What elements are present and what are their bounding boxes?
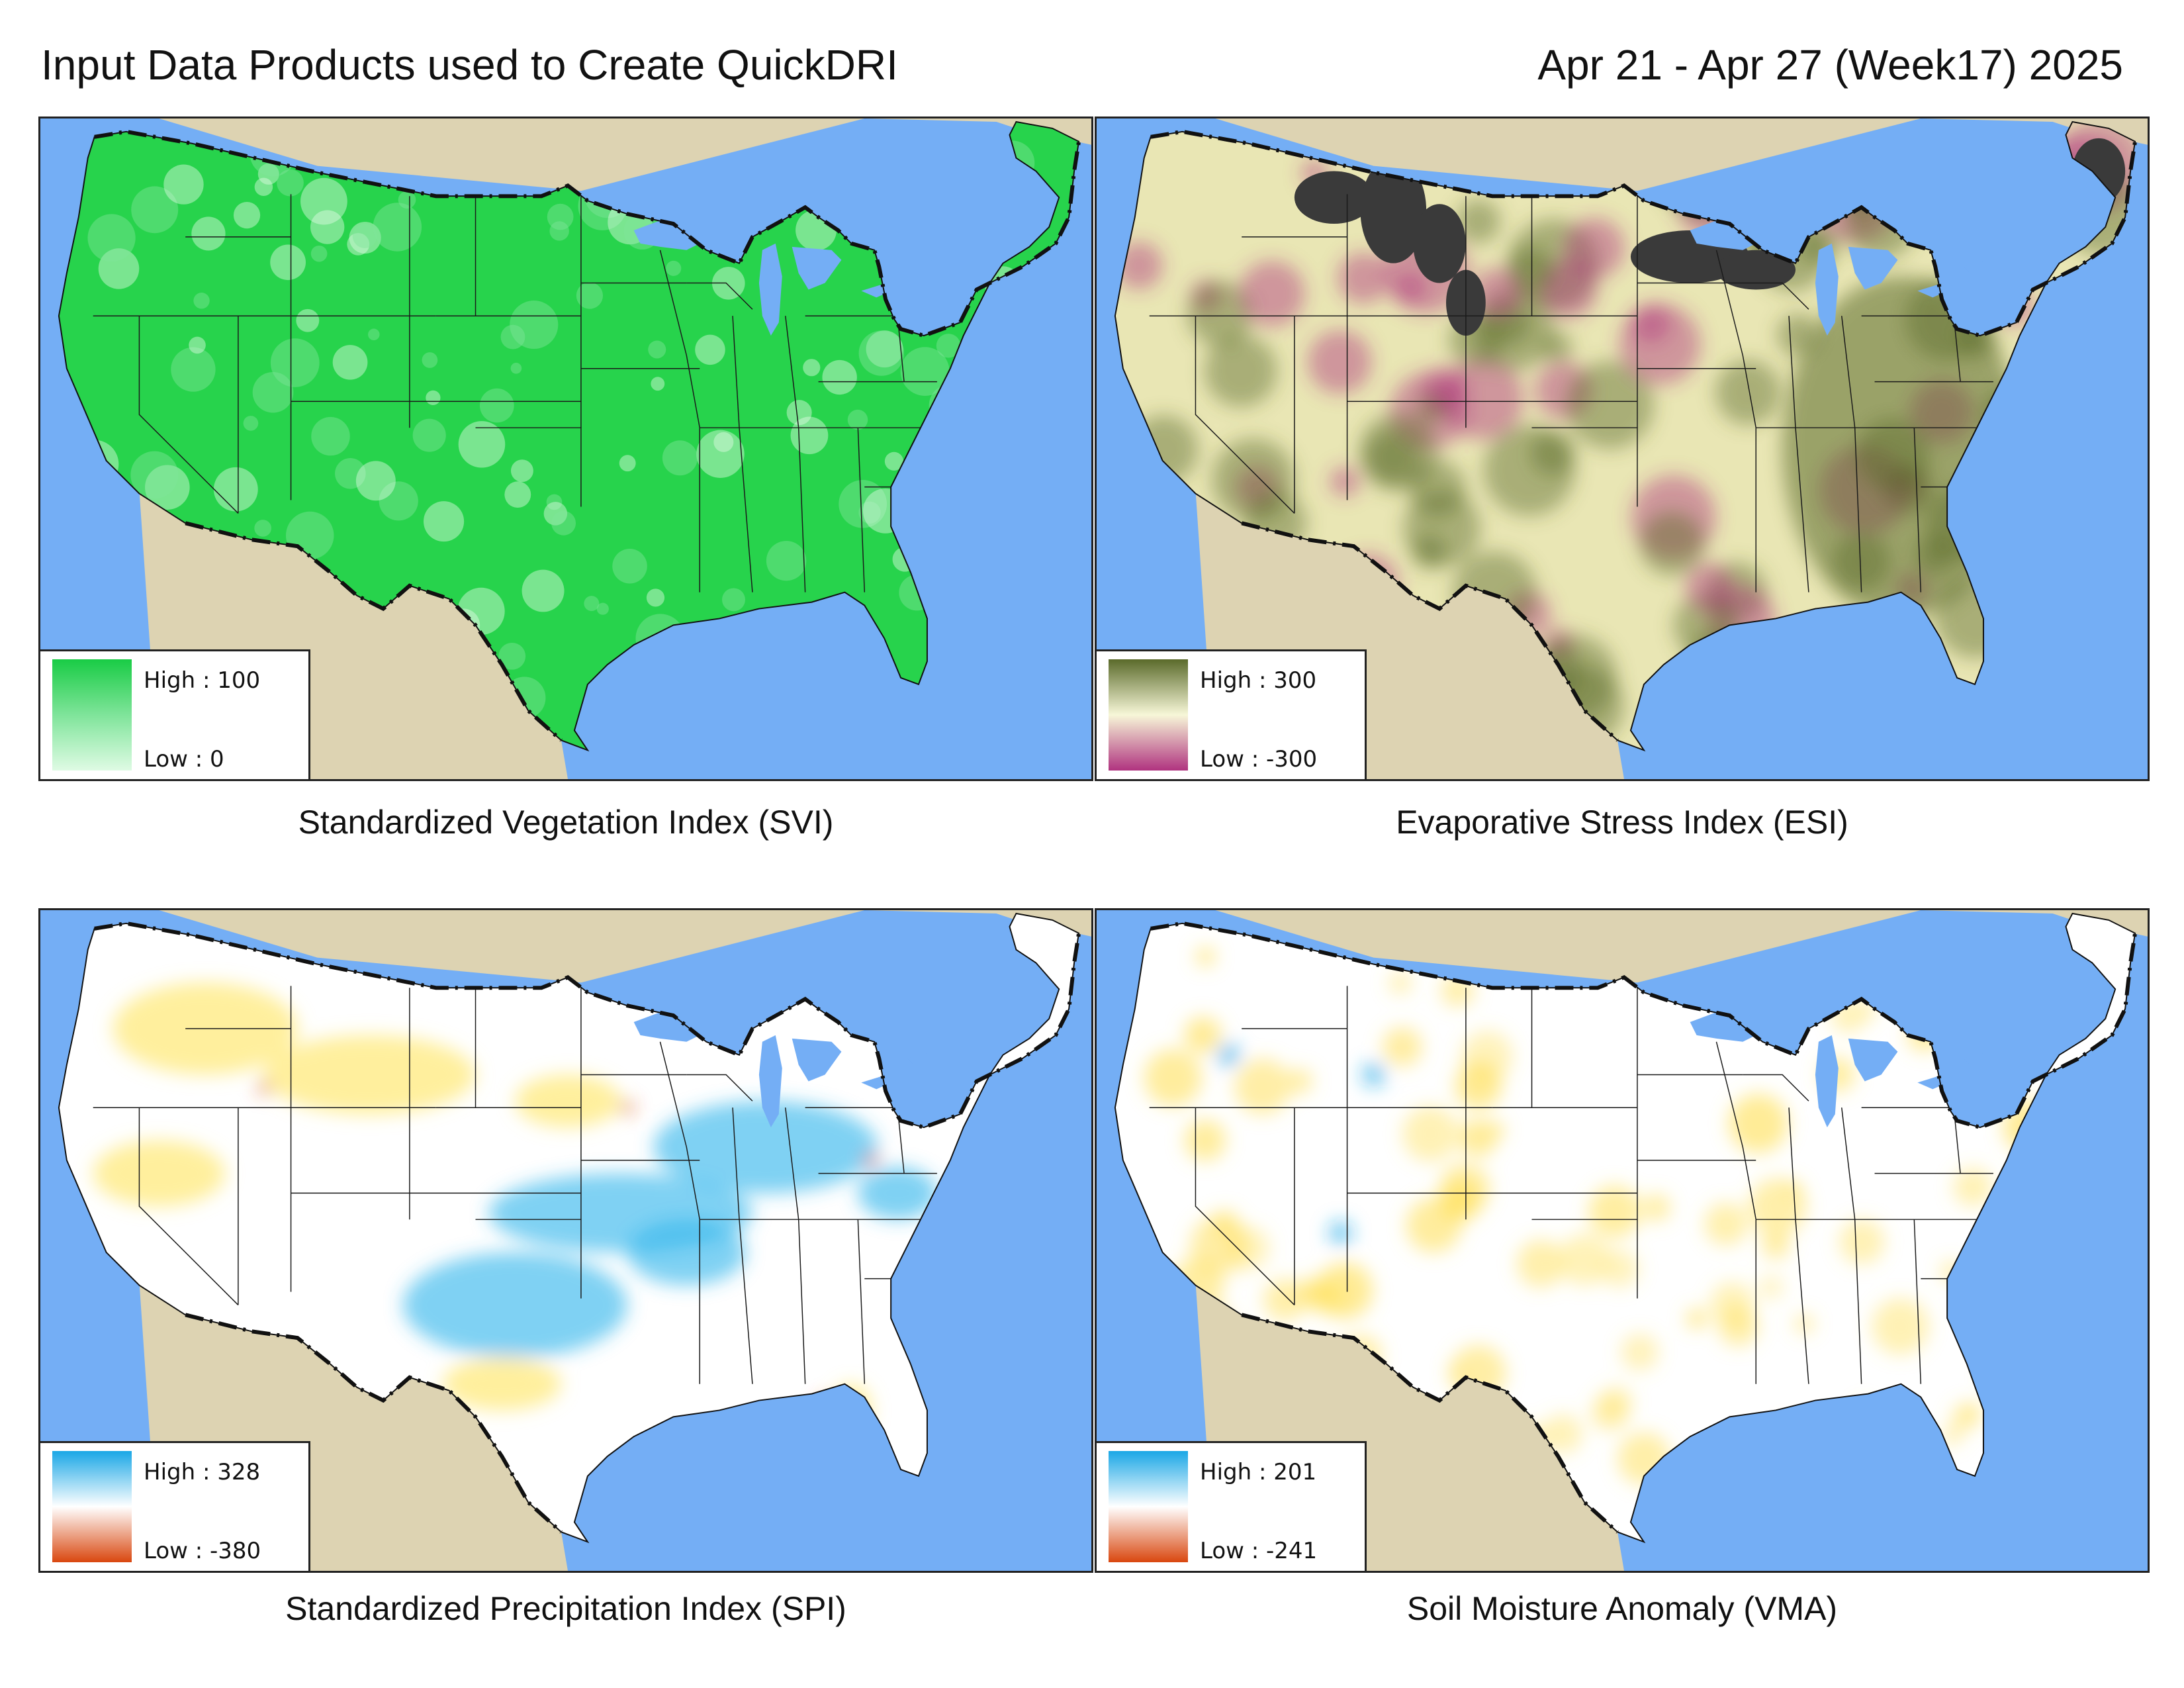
state-boundaries	[93, 171, 1024, 592]
esi-legend-high: High : 300	[1200, 667, 1317, 694]
vma-caption: Soil Moisture Anomaly (VMA)	[1406, 1590, 1838, 1627]
international-border-north	[94, 129, 1081, 338]
international-border-north	[94, 921, 1081, 1130]
vma-legend-high: High : 201	[1200, 1459, 1317, 1485]
international-border-south	[1241, 1313, 1619, 1534]
esi-legend: High : 300 Low : -300	[1097, 649, 1367, 779]
international-border-south	[185, 521, 563, 742]
vma-legend-ramp	[1109, 1451, 1188, 1562]
great-lake	[907, 1051, 940, 1068]
great-lake	[1964, 259, 1997, 277]
great-lake	[1917, 1073, 1954, 1090]
great-lake	[861, 281, 898, 298]
spi-legend-high: High : 328	[144, 1459, 261, 1485]
great-lake	[1848, 246, 1898, 290]
no-data-area	[1716, 250, 1796, 290]
great-lake	[758, 1035, 782, 1128]
svi-legend: High : 100 Low : 0	[40, 649, 310, 779]
spi-caption: Standardized Precipitation Index (SPI)	[285, 1590, 846, 1627]
canada-land	[40, 118, 1091, 191]
conus-outline	[58, 912, 1080, 1544]
state-boundaries	[93, 962, 1024, 1384]
date-range: Apr 21 - Apr 27 (Week17) 2025	[1537, 41, 2123, 89]
great-lake	[1690, 220, 1763, 250]
conus-outline	[58, 120, 1080, 752]
international-border-south	[185, 1313, 563, 1534]
great-lake	[1848, 1038, 1898, 1082]
state-boundaries	[1149, 962, 2080, 1384]
canada-land	[1097, 118, 2148, 191]
spi-map-panel: High : 328 Low : -380	[38, 908, 1093, 1573]
international-border-north	[1150, 129, 2138, 338]
esi-legend-ramp	[1109, 659, 1188, 771]
no-data-area	[1294, 171, 1374, 224]
canada-land	[1097, 910, 2148, 983]
vma-legend: High : 201 Low : -241	[1097, 1441, 1367, 1571]
canada-land	[40, 910, 1091, 983]
great-lake	[1690, 1012, 1763, 1042]
svi-legend-ramp	[52, 659, 132, 771]
great-lake	[1917, 281, 1954, 298]
conus-outline	[1114, 120, 2136, 752]
great-lake	[1815, 243, 1839, 336]
great-lake	[1815, 1035, 1839, 1128]
esi-map-panel: High : 300 Low : -300	[1095, 117, 2150, 781]
vma-map-panel: High : 201 Low : -241	[1095, 908, 2150, 1573]
great-lake	[792, 1038, 842, 1082]
conus-outline	[1114, 912, 2136, 1544]
great-lake	[1964, 1051, 1997, 1068]
index-overlay	[93, 982, 937, 1437]
spi-legend-ramp	[52, 1451, 132, 1562]
no-data-area	[1360, 158, 1427, 263]
svi-caption: Standardized Vegetation Index (SVI)	[298, 804, 834, 841]
svi-legend-low: Low : 0	[144, 746, 224, 773]
esi-legend-low: Low : -300	[1200, 746, 1318, 773]
spi-legend-low: Low : -380	[144, 1538, 261, 1564]
no-data-area	[1413, 204, 1466, 283]
great-lake	[792, 246, 842, 290]
esi-caption: Evaporative Stress Index (ESI)	[1396, 804, 1848, 841]
state-boundaries	[1149, 171, 2080, 592]
international-border-south	[1241, 521, 1619, 742]
great-lake	[633, 220, 707, 250]
page-title: Input Data Products used to Create Quick…	[41, 41, 898, 89]
great-lake	[758, 243, 782, 336]
great-lake	[907, 259, 940, 277]
spi-legend: High : 328 Low : -380	[40, 1441, 310, 1571]
great-lake	[633, 1012, 707, 1042]
svi-legend-high: High : 100	[144, 667, 261, 694]
svi-map-panel: High : 100 Low : 0	[38, 117, 1093, 781]
vma-legend-low: Low : -241	[1200, 1538, 1318, 1564]
international-border-north	[1150, 921, 2138, 1130]
great-lake	[861, 1073, 898, 1090]
